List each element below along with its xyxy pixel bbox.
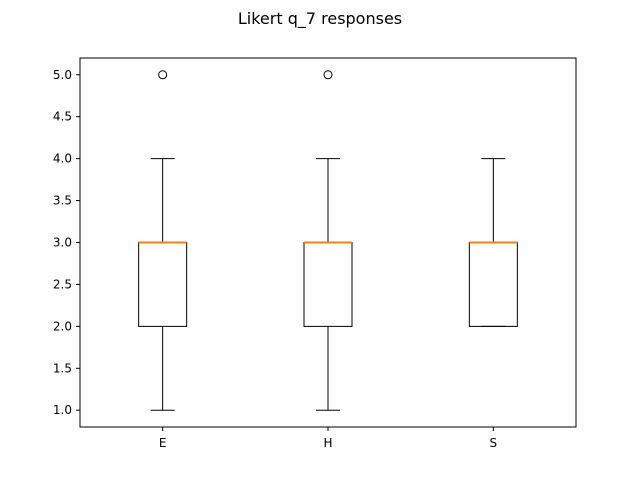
y-tick-label: 5.0: [53, 68, 72, 82]
box-E: [138, 242, 188, 327]
y-tick-label: 3.5: [53, 194, 72, 208]
box-S: [468, 242, 518, 327]
y-tick-label: 4.0: [53, 152, 72, 166]
y-tick-label: 3.0: [53, 236, 72, 250]
y-tick-label: 2.0: [53, 319, 72, 333]
y-tick-label: 1.0: [53, 403, 72, 417]
y-tick-label: 2.5: [53, 277, 72, 291]
x-tick-label: E: [159, 436, 167, 450]
box-H: [303, 242, 353, 327]
y-tick-label: 4.5: [53, 110, 72, 124]
x-tick-label: S: [490, 436, 498, 450]
y-tick-label: 1.5: [53, 361, 72, 375]
outlier-point: [323, 70, 333, 80]
chart-title: Likert q_7 responses: [238, 9, 402, 29]
outlier-point: [158, 70, 168, 80]
x-tick-label: H: [323, 436, 332, 450]
plot-frame: [79, 57, 577, 428]
